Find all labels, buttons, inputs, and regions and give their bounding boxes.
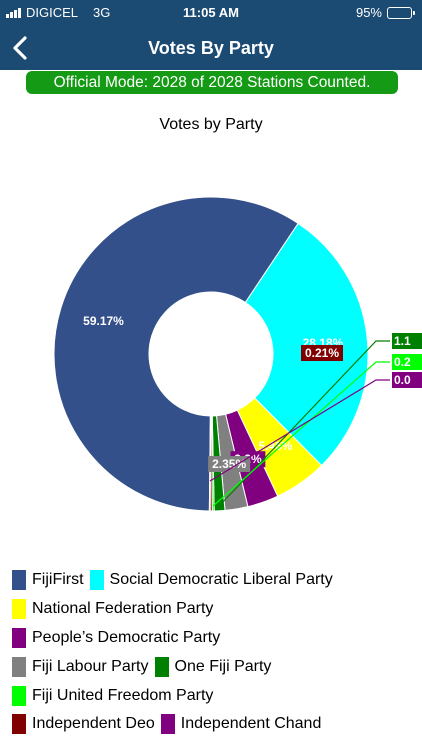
legend-label: Social Democratic Liberal Party <box>109 571 333 589</box>
legend-item[interactable]: People’s Democratic Party <box>12 627 221 648</box>
slice-value-label: 59.17% <box>83 314 124 328</box>
donut-chart: 59.17%28.18%5.46%3.2%2.35%0.21%1.10.20.0… <box>0 104 422 544</box>
leader-line <box>218 340 390 507</box>
chart-legend: FijiFirst Social Democratic Liberal Party… <box>12 566 417 739</box>
legend-item[interactable]: Fiji Labour Party <box>12 656 149 677</box>
status-right: 95% <box>355 5 415 20</box>
legend-label: Independent Chand <box>180 715 322 733</box>
legend-label: National Federation Party <box>32 600 214 618</box>
legend-swatch <box>12 685 26 706</box>
svg-text:59.17%: 59.17% <box>83 314 124 328</box>
slice-value-label: 0.0 <box>392 372 422 388</box>
slice-value-label: 0.21% <box>301 345 343 361</box>
slice-social-democratic-liberal-party[interactable] <box>244 222 369 467</box>
svg-text:0.2: 0.2 <box>394 355 411 369</box>
svg-text:2.35%: 2.35% <box>212 457 246 471</box>
signal-icon <box>6 7 21 18</box>
slice-value-label: 2.35% <box>208 456 251 473</box>
slice-fijifirst[interactable] <box>53 196 299 512</box>
legend-swatch <box>160 714 175 735</box>
legend-label: Independent Deo <box>32 715 155 733</box>
legend-row: Fiji Labour Party One Fiji Party <box>12 652 417 681</box>
legend-item[interactable]: Independent Chand <box>160 714 322 735</box>
page-title: Votes By Party <box>148 38 274 58</box>
legend-row: Fiji United Freedom Party <box>12 681 417 710</box>
legend-item[interactable]: National Federation Party <box>12 599 214 620</box>
slice-value-label: 0.2 <box>392 354 422 370</box>
legend-item[interactable]: Independent Deo <box>12 714 155 735</box>
legend-item[interactable]: One Fiji Party <box>154 656 272 677</box>
legend-swatch <box>12 599 26 620</box>
legend-label: Fiji United Freedom Party <box>32 686 214 704</box>
legend-item[interactable]: Social Democratic Liberal Party <box>89 570 333 591</box>
svg-text:0.0: 0.0 <box>394 373 411 387</box>
status-left: DIGICEL 3G <box>6 5 110 20</box>
legend-row: FijiFirst Social Democratic Liberal Party <box>12 566 417 595</box>
network-label: 3G <box>93 5 111 20</box>
nav-bar: Votes By Party <box>0 26 422 70</box>
legend-label: People’s Democratic Party <box>32 628 221 646</box>
legend-label: FijiFirst <box>32 571 84 589</box>
legend-row: National Federation Party <box>12 595 417 624</box>
legend-swatch <box>12 570 26 591</box>
legend-swatch <box>12 714 26 735</box>
legend-swatch <box>89 570 104 591</box>
carrier-label: DIGICEL <box>26 5 79 20</box>
legend-row: People’s Democratic Party <box>12 624 417 653</box>
svg-text:0.21%: 0.21% <box>305 346 339 360</box>
legend-item[interactable]: Fiji United Freedom Party <box>12 685 214 706</box>
svg-text:1.1: 1.1 <box>394 334 411 348</box>
legend-swatch <box>12 627 26 648</box>
status-bar: DIGICEL 3G 11:05 AM 95% <box>0 0 422 26</box>
back-button[interactable] <box>6 33 36 63</box>
legend-item[interactable]: FijiFirst <box>12 570 84 591</box>
chart-canvas: 59.17%28.18%5.46%3.2%2.35%0.21%1.10.20.0 <box>53 196 422 512</box>
battery-percent: 95% <box>355 5 382 20</box>
battery-icon <box>387 6 415 19</box>
legend-swatch <box>12 656 26 677</box>
leader-line <box>212 361 390 507</box>
leader-line <box>209 379 390 482</box>
clock: 11:05 AM <box>183 5 239 20</box>
chart-title: Votes by Party <box>159 116 263 133</box>
legend-swatch <box>154 656 169 677</box>
slice-value-label: 1.1 <box>392 333 422 349</box>
legend-label: Fiji Labour Party <box>32 657 149 675</box>
legend-row: Independent Deo Independent Chand <box>12 710 417 739</box>
legend-label: One Fiji Party <box>174 657 272 675</box>
status-banner: Official Mode: 2028 of 2028 Stations Cou… <box>26 71 398 94</box>
chevron-left-icon <box>13 36 27 60</box>
